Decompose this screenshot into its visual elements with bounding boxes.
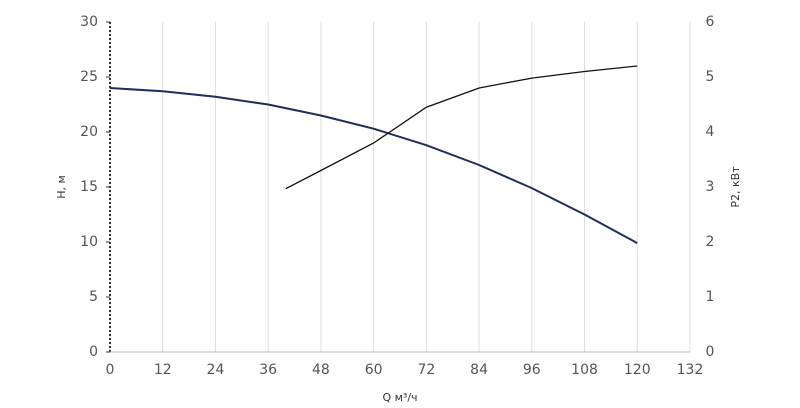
y-tick-label: 30 — [80, 14, 98, 30]
y-tick-label: 5 — [89, 289, 98, 305]
x-tick-label: 96 — [523, 362, 541, 378]
y-tick-label: 10 — [80, 234, 98, 250]
x-tick-label: 0 — [106, 362, 115, 378]
x-tick-label: 120 — [624, 362, 651, 378]
y2-tick-label: 0 — [706, 344, 715, 360]
y2-axis-label: P2, кВт — [729, 166, 742, 208]
x-tick-label: 24 — [207, 362, 225, 378]
x-tick-label: 132 — [677, 362, 704, 378]
y2-tick-label: 1 — [706, 289, 715, 305]
x-tick-label: 36 — [259, 362, 277, 378]
x-tick-label: 72 — [417, 362, 435, 378]
y-tick-label: 20 — [80, 124, 98, 140]
y-axis-label: H, м — [55, 175, 68, 199]
y2-tick-label: 4 — [706, 124, 715, 140]
line — [109, 87, 638, 244]
y2-tick-label: 3 — [706, 179, 715, 195]
x-tick-label: 60 — [365, 362, 383, 378]
y2-tick-label: 2 — [706, 234, 715, 250]
x-tick-label: 48 — [312, 362, 330, 378]
y-tick-label: 25 — [80, 69, 98, 85]
x-tick-label: 108 — [571, 362, 598, 378]
x-tick-label: 12 — [154, 362, 172, 378]
y2-tick-label: 6 — [706, 14, 715, 30]
y-tick-label: 15 — [80, 179, 98, 195]
line — [285, 65, 638, 190]
y-tick-label: 0 — [89, 344, 98, 360]
x-axis-label: Q м³/ч — [382, 391, 417, 404]
y2-tick-label: 5 — [706, 69, 715, 85]
x-tick-label: 84 — [470, 362, 488, 378]
